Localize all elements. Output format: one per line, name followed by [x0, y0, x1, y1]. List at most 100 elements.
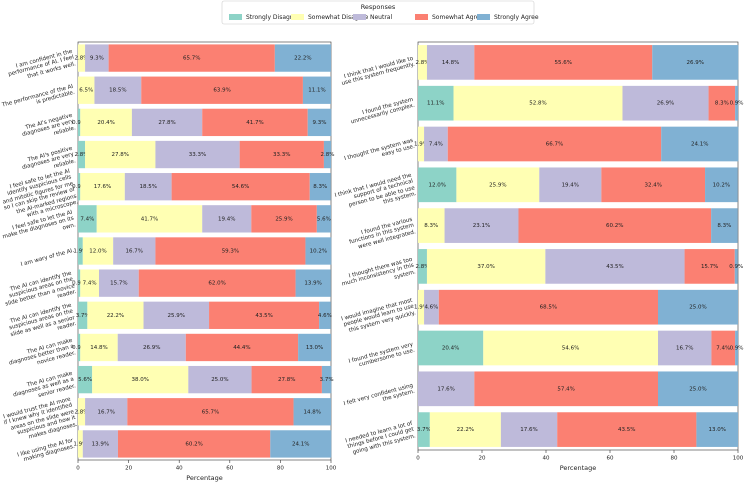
bar-segment	[456, 167, 540, 203]
value-label: 0.9%	[72, 184, 86, 190]
bar-segment	[82, 237, 114, 265]
value-label: 20.4%	[97, 120, 114, 126]
bar-segment	[78, 301, 88, 329]
value-label: 0.9%	[730, 346, 744, 352]
legend-label: Strongly Disagree	[246, 14, 300, 21]
bar-segment	[321, 365, 332, 394]
value-label: 10.2%	[713, 182, 730, 188]
value-label: 66.7%	[546, 142, 563, 148]
value-label: 13.9%	[92, 441, 109, 447]
bar-segment	[251, 365, 322, 394]
value-label: 65.7%	[183, 56, 200, 62]
value-label: 2.8%	[320, 152, 334, 158]
bar-segment	[143, 301, 210, 329]
value-label: 27.8%	[278, 377, 295, 383]
bar-segment	[652, 45, 739, 80]
value-label: 19.4%	[562, 182, 579, 188]
value-label: 2.8%	[75, 152, 89, 158]
bar-segment	[424, 289, 439, 325]
value-label: 3.7%	[320, 377, 334, 383]
value-label: 18.5%	[139, 184, 156, 190]
legend-swatch	[229, 14, 242, 20]
bar-segment	[307, 108, 332, 137]
value-label: 4.6%	[424, 305, 438, 311]
value-label: 2.8%	[415, 264, 429, 270]
value-label: 14.8%	[304, 409, 321, 415]
value-label: 60.2%	[606, 223, 623, 229]
bar-segment	[298, 333, 331, 362]
value-label: 33.3%	[273, 152, 290, 158]
value-label: 41.7%	[141, 216, 158, 222]
legend-swatch	[291, 14, 304, 20]
bar-segment	[94, 76, 142, 104]
bar-segment	[418, 167, 457, 203]
bar-segment	[711, 208, 738, 243]
bar-segment	[557, 412, 697, 447]
bar-segment	[98, 269, 139, 297]
bar-segment	[155, 140, 240, 169]
bar-segment	[500, 412, 558, 447]
bar-segment	[319, 301, 331, 329]
bar-segment	[309, 173, 331, 201]
bar-segment	[78, 269, 81, 297]
bar-segment	[78, 365, 93, 394]
bar-segment	[658, 330, 712, 366]
value-label: 43.5%	[606, 264, 623, 270]
value-label: 5.6%	[78, 377, 92, 383]
value-label: 11.1%	[427, 101, 444, 107]
bar-segment	[85, 398, 128, 426]
value-label: 22.2%	[107, 313, 124, 319]
bar-segment	[735, 330, 738, 366]
plot-frame	[417, 41, 739, 451]
x-tick-label: 60	[607, 456, 614, 462]
value-label: 0.9%	[72, 281, 86, 287]
bar-segment	[78, 430, 83, 458]
value-label: 16.7%	[676, 346, 693, 352]
bar-segment	[185, 333, 299, 362]
value-label: 15.7%	[701, 264, 718, 270]
value-label: 15.7%	[110, 281, 127, 287]
value-label: 12.0%	[89, 249, 106, 255]
bar-segment	[80, 108, 132, 137]
bar-segment	[117, 430, 271, 458]
bar-segment	[424, 126, 448, 162]
bar-segment	[239, 140, 324, 169]
bar-segment	[124, 173, 172, 201]
value-label: 9.3%	[312, 120, 326, 126]
bar-segment	[622, 85, 709, 121]
value-label: 54.6%	[232, 184, 249, 190]
value-label: 27.8%	[158, 120, 175, 126]
value-label: 37.0%	[477, 264, 494, 270]
value-label: 19.4%	[218, 216, 235, 222]
x-tick-label: 40	[543, 456, 550, 462]
value-label: 16.7%	[97, 409, 114, 415]
value-label: 0.9%	[72, 345, 86, 351]
bar-segment	[447, 126, 662, 162]
value-label: 13.9%	[304, 281, 321, 287]
value-label: 25.9%	[489, 182, 506, 188]
bar-segment	[113, 237, 156, 265]
value-label: 25.9%	[275, 216, 292, 222]
bar-segment	[418, 249, 427, 284]
legend-swatch	[477, 14, 490, 20]
value-label: 25.0%	[211, 377, 228, 383]
bar-segment	[305, 237, 332, 265]
bar-segment	[661, 126, 739, 162]
value-label: 9.3%	[90, 56, 104, 62]
legend-swatch	[415, 14, 428, 20]
x-tick-label: 60	[226, 466, 233, 472]
value-label: 32.4%	[644, 182, 661, 188]
value-label: 62.0%	[208, 281, 225, 287]
legend-label: Somewhat Agree	[432, 14, 484, 21]
bar-segment	[188, 365, 252, 394]
bar-segment	[202, 205, 252, 233]
x-tick-label: 100	[326, 466, 337, 472]
value-label: 6.5%	[79, 88, 93, 94]
value-label: 3.7%	[417, 427, 431, 433]
x-tick-label: 40	[176, 466, 183, 472]
value-label: 20.4%	[442, 346, 459, 352]
bar-segment	[418, 208, 445, 243]
bar-segment	[418, 371, 475, 407]
value-label: 11.1%	[308, 88, 325, 94]
